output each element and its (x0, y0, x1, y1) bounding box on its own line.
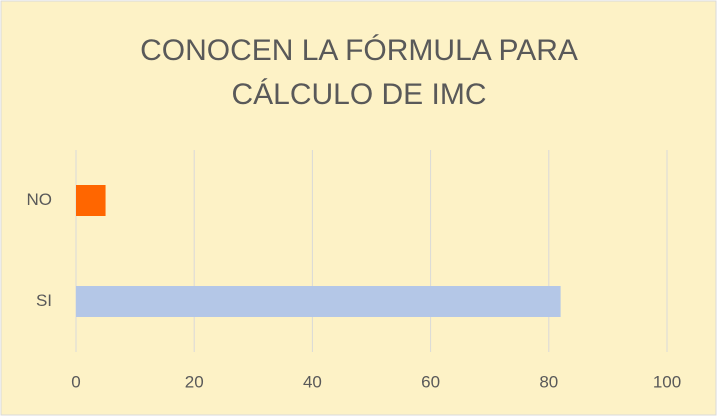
y-tick-label: SI (36, 291, 52, 310)
x-tick-label: 60 (421, 372, 440, 391)
x-tick-label: 20 (185, 372, 204, 391)
x-tick-label: 0 (71, 372, 80, 391)
x-tick-label: 100 (653, 372, 681, 391)
x-tick-label: 80 (539, 372, 558, 391)
chart-title: CONOCEN LA FÓRMULA PARA (140, 34, 578, 67)
bar (76, 185, 106, 216)
y-tick-label: NO (27, 190, 53, 209)
bar (76, 286, 561, 317)
x-tick-label: 40 (303, 372, 322, 391)
chart-title: CÁLCULO DE IMC (231, 78, 486, 111)
